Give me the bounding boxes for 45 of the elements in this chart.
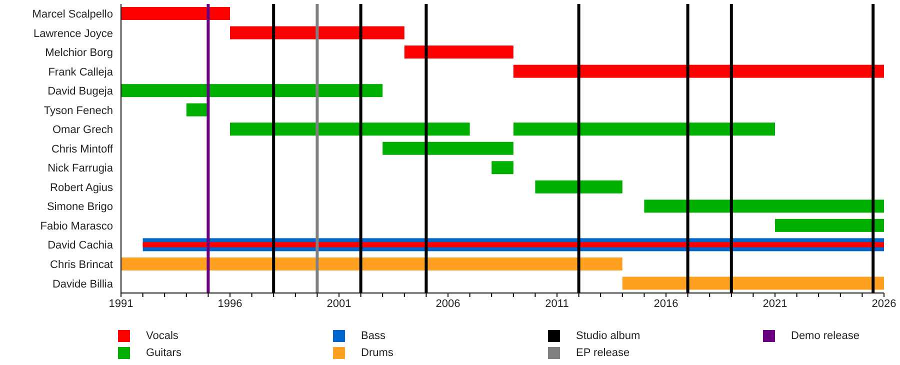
bar	[513, 122, 775, 136]
bar	[121, 84, 383, 98]
y-tick-label: Melchior Borg	[45, 47, 113, 60]
bar	[513, 64, 884, 78]
x-tick-label: 2006	[436, 298, 460, 310]
x-tick-label: 2026	[872, 298, 896, 310]
legend-label: Bass	[361, 330, 386, 342]
bar	[775, 218, 884, 232]
y-tick-label: Chris Mintoff	[51, 143, 114, 156]
legend-label: Vocals	[146, 330, 178, 342]
bar	[404, 46, 514, 59]
bar	[535, 180, 622, 194]
bar	[121, 7, 230, 20]
y-tick-label: Omar Grech	[52, 124, 113, 136]
y-tick-label: Robert Agius	[50, 182, 114, 194]
bar	[622, 276, 884, 290]
legend-label: Drums	[361, 346, 394, 358]
legend-label: Studio album	[576, 330, 640, 342]
y-tick-label: Nick Farrugia	[48, 162, 114, 175]
bar	[230, 26, 404, 40]
x-tick-label: 2001	[326, 298, 352, 310]
x-tick-label: 2016	[654, 298, 678, 310]
legend-label: Demo release	[791, 330, 860, 342]
bar	[382, 142, 514, 155]
y-tick-label: Chris Brincat	[50, 259, 113, 272]
x-tick-label: 2011	[545, 298, 569, 310]
y-tick-label: Davide Billia	[52, 278, 114, 290]
y-tick-label: Fabio Marasco	[40, 220, 113, 232]
x-tick-label: 1991	[108, 298, 134, 310]
y-tick-label: Frank Calleja	[48, 66, 114, 78]
y-tick-label: Lawrence Joyce	[34, 28, 113, 40]
y-tick-label: Tyson Fenech	[44, 104, 113, 117]
x-tick-label: 2021	[762, 298, 788, 310]
x-tick-label: 1996	[218, 298, 242, 310]
bar	[230, 122, 470, 136]
y-tick-label: David Cachia	[48, 240, 114, 252]
bar	[186, 103, 208, 116]
y-tick-label: David Bugeja	[48, 86, 114, 98]
bar	[121, 257, 622, 270]
bar	[492, 161, 514, 174]
legend-label: EP release	[576, 346, 630, 358]
y-tick-label: Marcel Scalpello	[32, 8, 113, 21]
legend-label: Guitars	[146, 346, 182, 358]
bar	[644, 200, 884, 213]
y-tick-label: Simone Brigo	[46, 201, 113, 214]
